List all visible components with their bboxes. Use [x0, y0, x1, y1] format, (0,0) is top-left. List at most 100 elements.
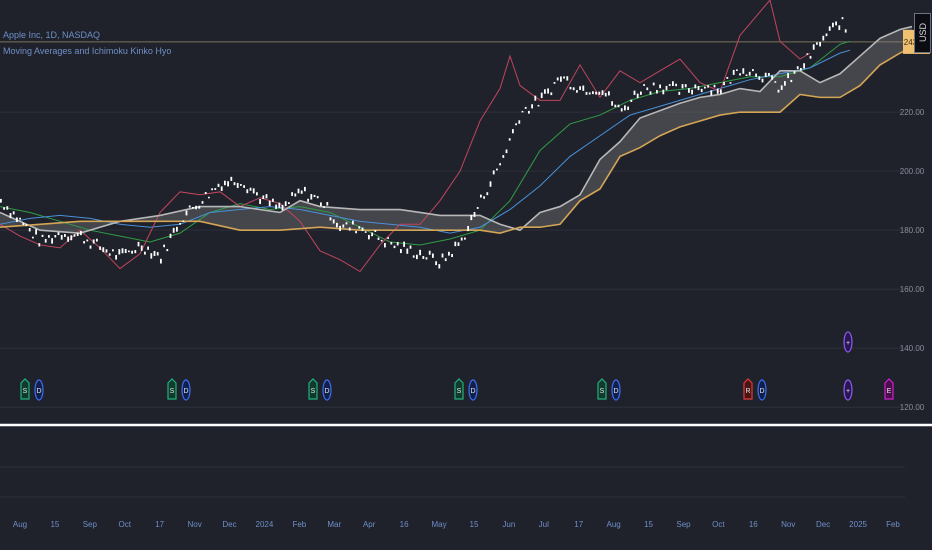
indicator-label: Moving Averages and Ichimoku Kinko Hyo [3, 46, 172, 56]
candle [710, 90, 713, 96]
candle [236, 182, 239, 188]
x-tick-label: 2025 [849, 520, 867, 529]
candle [380, 239, 383, 242]
candle [198, 205, 201, 209]
x-tick-label: Aug [607, 520, 621, 529]
candle [284, 201, 287, 207]
x-tick-label: Nov [781, 520, 795, 529]
candle [89, 245, 92, 249]
candle [361, 227, 364, 232]
signal-marker: D [468, 379, 478, 401]
candle [560, 76, 562, 82]
candle [252, 188, 255, 194]
candle [358, 226, 361, 229]
candle [467, 225, 469, 232]
candle [272, 198, 274, 202]
x-tick-label: Feb [292, 520, 306, 529]
candle [617, 104, 620, 108]
candle [502, 155, 505, 158]
candle [435, 261, 437, 266]
candle [528, 110, 530, 114]
signal-label: S [23, 388, 28, 395]
candle [275, 204, 277, 209]
candle [614, 104, 617, 108]
candle [572, 87, 575, 91]
candle [128, 250, 130, 253]
candle [400, 249, 402, 254]
candle [595, 91, 597, 95]
candle [240, 184, 242, 186]
candle [41, 234, 44, 238]
candle [217, 183, 220, 187]
candle [793, 71, 796, 74]
candle [268, 200, 271, 207]
candle [6, 206, 9, 210]
candle [390, 241, 393, 245]
currency-badge[interactable]: USD [914, 13, 931, 53]
x-tick-label: 16 [400, 520, 409, 529]
candle [476, 207, 479, 209]
candle [720, 89, 722, 94]
candle [329, 217, 332, 221]
candle [310, 194, 313, 200]
candle [396, 241, 399, 246]
candle [684, 84, 687, 88]
candle [265, 194, 268, 199]
candle [332, 219, 335, 224]
candle [704, 86, 706, 89]
indicator-lines [0, 0, 913, 273]
candle [822, 35, 825, 41]
y-tick-label: 200.00 [900, 167, 925, 176]
candle [214, 188, 217, 191]
candle [547, 88, 549, 94]
candle [105, 249, 108, 253]
candle [518, 120, 521, 124]
candle [732, 69, 735, 75]
signal-markers: S D S D S D S D S D R D + + E [20, 331, 894, 401]
candle [569, 86, 572, 90]
candle [483, 196, 485, 199]
candle [473, 212, 476, 217]
candle [76, 232, 79, 236]
candle [803, 63, 805, 69]
x-tick-label: Aug [13, 520, 27, 529]
candle [432, 253, 434, 258]
candle [499, 163, 501, 166]
candle [156, 252, 159, 256]
candle [278, 202, 281, 208]
candle [124, 248, 127, 254]
candle [422, 256, 425, 259]
candle [576, 90, 578, 93]
x-tick-label: 15 [50, 520, 59, 529]
candle [480, 194, 482, 198]
candle [12, 211, 15, 215]
x-tick-label: Sep [676, 520, 691, 529]
candle [300, 190, 303, 194]
candle [620, 108, 623, 112]
signal-label: S [457, 388, 462, 395]
candle [38, 243, 41, 247]
candle [166, 249, 169, 252]
candle [19, 217, 21, 220]
x-tick-label: 2024 [256, 520, 274, 529]
candle [336, 222, 338, 228]
candle [3, 207, 5, 210]
candle [140, 245, 143, 251]
candle [643, 84, 645, 86]
candle [70, 235, 73, 241]
candle [659, 84, 661, 89]
candle [150, 253, 153, 259]
candle [9, 213, 12, 219]
chart-legend: Apple Inc, 1D, NASDAQ Moving Averages an… [3, 27, 171, 59]
candle [841, 17, 844, 20]
signal-marker: R [743, 378, 753, 400]
axes: 220.00200.00180.00160.00140.00120.00243.… [0, 29, 932, 529]
signal-label: D [36, 388, 41, 395]
candle [60, 235, 63, 240]
candle [601, 90, 604, 96]
candle [816, 42, 818, 45]
candle [153, 250, 156, 256]
candle [220, 186, 223, 191]
candle [323, 206, 325, 208]
